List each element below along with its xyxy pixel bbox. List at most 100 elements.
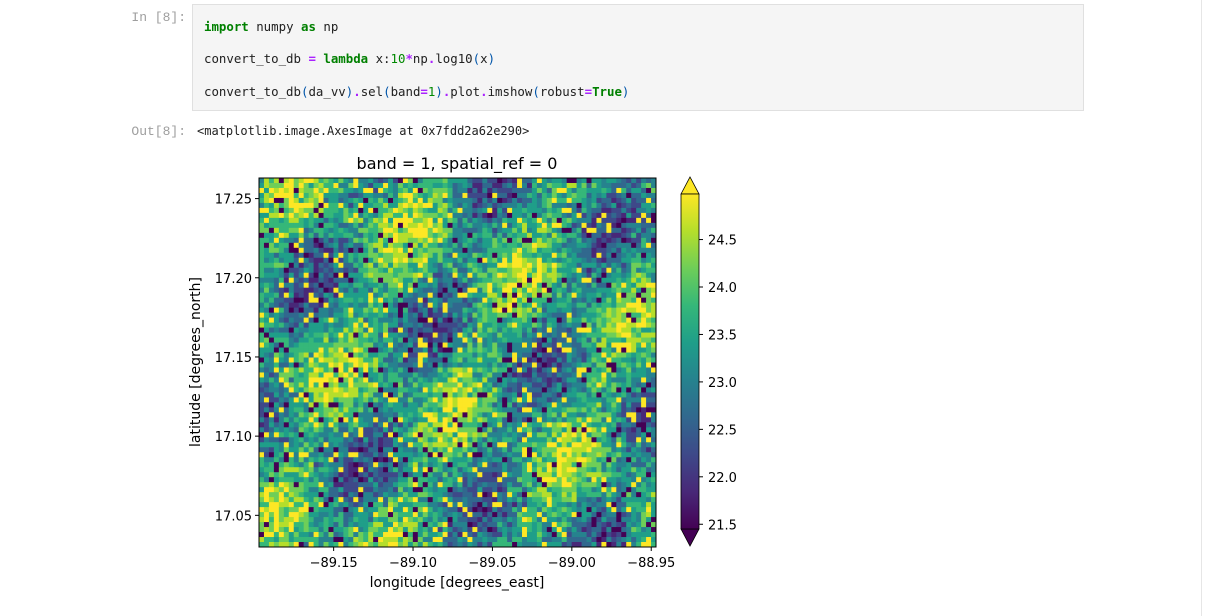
heatmap-cell <box>278 187 285 194</box>
heatmap-cell <box>487 427 493 433</box>
heatmap-cell <box>293 217 300 224</box>
heatmap-cell <box>616 297 622 304</box>
heatmap-cell <box>561 337 568 343</box>
heatmap-cell <box>303 312 310 319</box>
heatmap-cell <box>278 287 285 294</box>
heatmap-cell <box>541 432 548 438</box>
heatmap-cell <box>512 357 518 363</box>
heatmap-cell <box>526 237 533 244</box>
heatmap-cell <box>308 397 314 403</box>
heatmap-cell <box>283 272 290 279</box>
heatmap-cell <box>383 472 389 478</box>
heatmap-cell <box>556 307 563 314</box>
heatmap-cell <box>546 242 553 249</box>
heatmap-cell <box>586 202 592 209</box>
heatmap-cell <box>353 182 359 189</box>
heatmap-cell <box>328 292 334 299</box>
heatmap-cell <box>388 482 394 488</box>
heatmap-cell <box>477 178 483 184</box>
heatmap-cell <box>566 352 573 358</box>
heatmap-cell <box>497 257 503 264</box>
heatmap-cell <box>576 237 582 244</box>
heatmap-cell <box>402 247 409 254</box>
heatmap-cell <box>591 427 597 433</box>
heatmap-cell <box>541 347 548 353</box>
heatmap-cell <box>477 387 483 393</box>
heatmap-cell <box>561 212 568 219</box>
heatmap-cell <box>323 252 329 259</box>
heatmap-cell <box>308 412 314 418</box>
heatmap-cell <box>283 207 290 214</box>
heatmap-cell <box>606 362 612 368</box>
heatmap-cell <box>432 182 439 189</box>
heatmap-cell <box>522 447 528 453</box>
heatmap-cell <box>437 332 444 338</box>
heatmap-cell <box>472 217 478 224</box>
heatmap-cell <box>586 412 592 418</box>
heatmap-cell <box>497 282 503 289</box>
heatmap-cell <box>517 272 523 279</box>
heatmap-cell <box>626 392 632 398</box>
heatmap-cell <box>631 182 637 189</box>
heatmap-cell <box>576 362 582 368</box>
heatmap-cell <box>467 282 473 289</box>
heatmap-cell <box>392 192 399 199</box>
heatmap-cell <box>353 287 359 294</box>
heatmap-cell <box>298 397 305 403</box>
code-paren: ( <box>472 51 481 66</box>
heatmap-cell <box>517 342 523 348</box>
heatmap-cell <box>596 292 602 299</box>
heatmap-cell <box>288 402 295 408</box>
heatmap-cell <box>556 327 563 333</box>
heatmap-cell <box>621 192 627 199</box>
heatmap-cell <box>407 337 414 343</box>
heatmap-cell <box>353 387 359 393</box>
heatmap-cell <box>536 202 543 209</box>
heatmap-cell <box>383 397 389 403</box>
heatmap-cell <box>576 202 582 209</box>
heatmap-cell <box>373 447 379 453</box>
heatmap-cell <box>412 277 419 284</box>
heatmap-cell <box>581 287 587 294</box>
heatmap-cell <box>407 292 414 299</box>
heatmap-cell <box>348 217 354 224</box>
heatmap-cell <box>263 462 270 468</box>
heatmap-cell <box>353 392 359 398</box>
heatmap-cell <box>631 322 637 328</box>
heatmap-cell <box>641 222 647 229</box>
heatmap-cell <box>507 317 513 324</box>
heatmap-cell <box>531 392 538 398</box>
heatmap-cell <box>601 352 607 358</box>
heatmap-cell <box>586 272 592 279</box>
code-cell[interactable]: import numpy as np convert_to_db = lambd… <box>192 4 1084 111</box>
heatmap-cell <box>363 432 369 438</box>
heatmap-cell <box>397 187 404 194</box>
heatmap-cell <box>561 327 568 333</box>
heatmap-cell <box>526 412 533 418</box>
heatmap-cell <box>288 482 295 488</box>
heatmap-cell <box>606 472 612 478</box>
heatmap-cell <box>288 387 295 393</box>
heatmap-cell <box>581 347 587 353</box>
heatmap-cell <box>427 477 434 483</box>
heatmap-cell <box>402 297 409 304</box>
heatmap-cell <box>259 387 265 393</box>
heatmap-cell <box>621 297 627 304</box>
heatmap-cell <box>417 272 424 279</box>
heatmap-cell <box>259 437 265 443</box>
heatmap-cell <box>442 242 448 249</box>
heatmap-cell <box>487 422 493 428</box>
heatmap-cell <box>507 477 513 483</box>
code-token: convert_to_db <box>204 84 301 99</box>
heatmap-cell <box>407 387 414 393</box>
heatmap-cell <box>457 402 463 408</box>
heatmap-cell <box>541 352 548 358</box>
heatmap-cell <box>358 187 364 194</box>
heatmap-cell <box>591 202 597 209</box>
heatmap-cell <box>641 212 647 219</box>
heatmap-cell <box>412 232 419 239</box>
heatmap-cell <box>363 322 369 328</box>
heatmap-cell <box>517 292 523 299</box>
heatmap-cell <box>517 417 523 423</box>
heatmap-cell <box>536 197 543 204</box>
